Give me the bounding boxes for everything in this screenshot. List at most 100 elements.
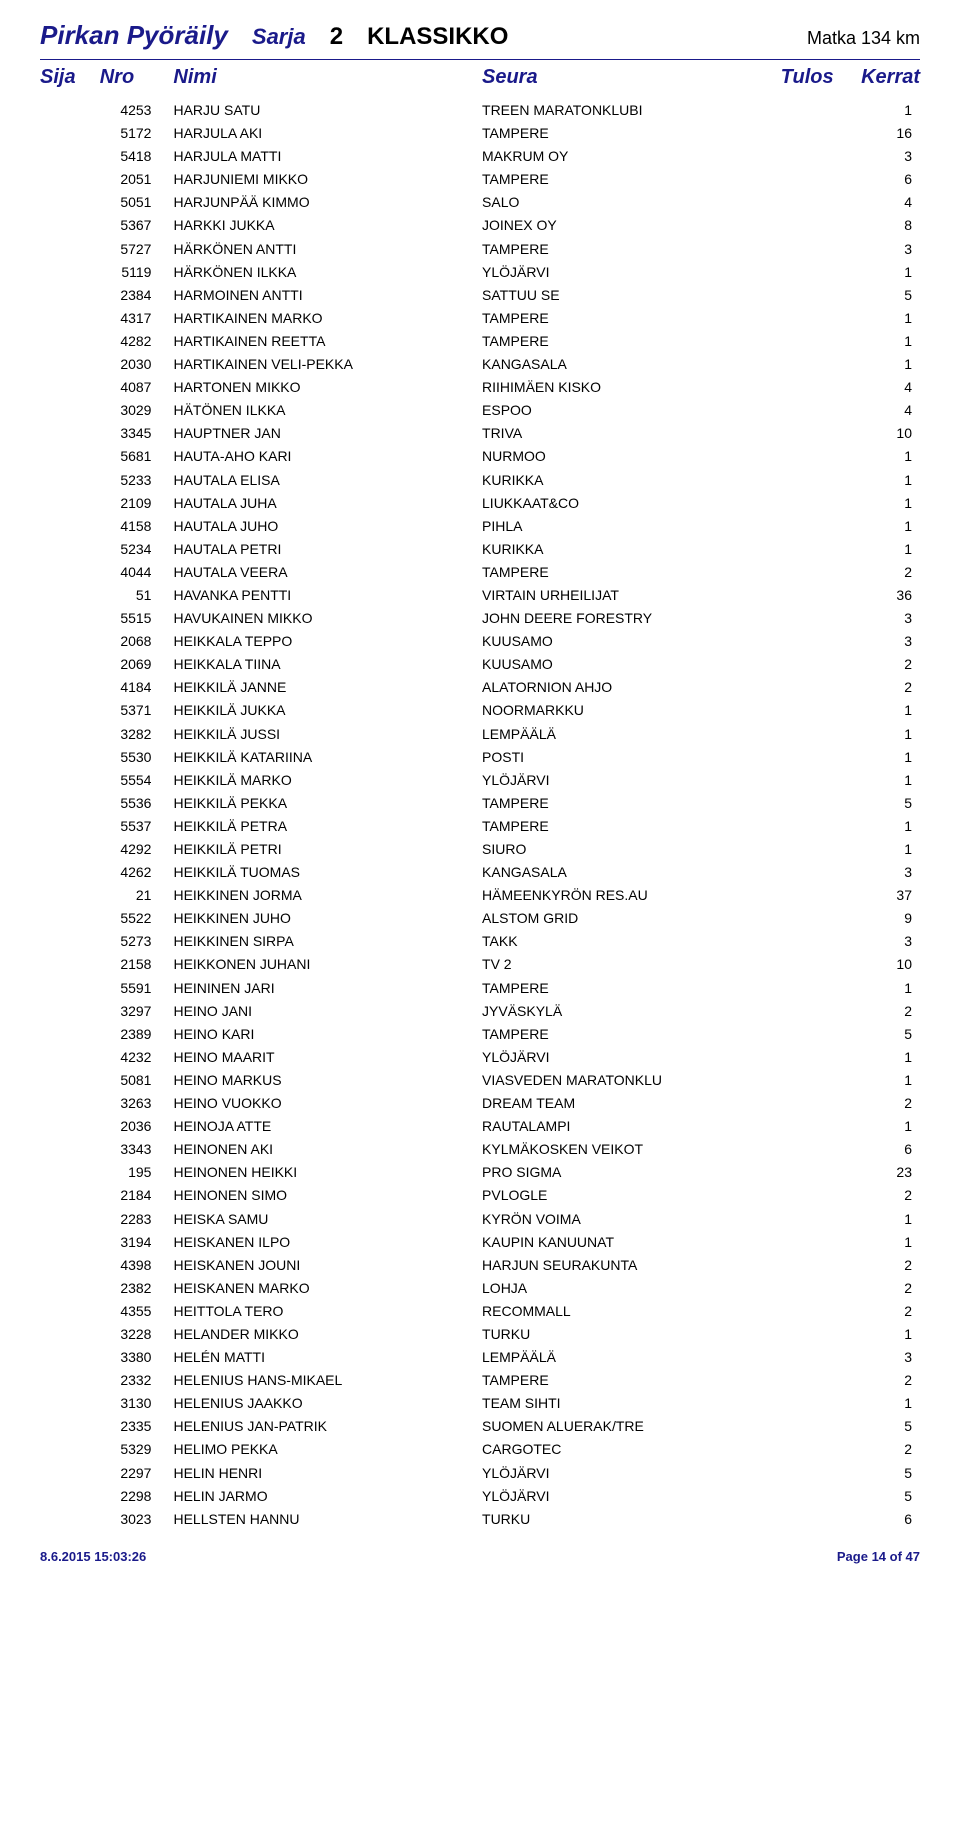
cell-nimi: HELIMO PEKKA (173, 1438, 482, 1461)
event-title: Pirkan Pyöräily (40, 20, 228, 51)
cell-nimi: HELÉN MATTI (173, 1346, 482, 1369)
cell-kerrat: 4 (850, 376, 920, 399)
cell-nimi: HAUTALA ELISA (173, 469, 482, 492)
cell-nimi: HEIKKALA TEPPO (173, 630, 482, 653)
cell-nimi: HEINO MAARIT (173, 1046, 482, 1069)
column-headers: Sija Nro Nimi Seura Tulos Kerrat (40, 66, 920, 89)
cell-kerrat: 3 (850, 930, 920, 953)
cell-kerrat: 2 (850, 1254, 920, 1277)
cell-tulos (781, 1208, 851, 1231)
cell-kerrat: 2 (850, 1438, 920, 1461)
table-row: 2036HEINOJA ATTERAUTALAMPI1 (40, 1115, 920, 1138)
cell-kerrat: 1 (850, 1115, 920, 1138)
cell-kerrat: 2 (850, 1184, 920, 1207)
cell-seura: CARGOTEC (482, 1438, 781, 1461)
cell-tulos (781, 769, 851, 792)
cell-seura: HÄMEENKYRÖN RES.AU (482, 884, 781, 907)
cell-sija (40, 1277, 100, 1300)
cell-seura: KUUSAMO (482, 653, 781, 676)
cell-seura: JOHN DEERE FORESTRY (482, 607, 781, 630)
cell-nimi: HEISKANEN ILPO (173, 1231, 482, 1254)
cell-sija (40, 723, 100, 746)
cell-sija (40, 699, 100, 722)
table-row: 3345HAUPTNER JANTRIVA10 (40, 422, 920, 445)
cell-tulos (781, 353, 851, 376)
cell-seura: TAMPERE (482, 168, 781, 191)
cell-seura: TAMPERE (482, 1369, 781, 1392)
table-row: 3029HÄTÖNEN ILKKAESPOO4 (40, 399, 920, 422)
cell-nimi: HEINO MARKUS (173, 1069, 482, 1092)
cell-nro: 3029 (100, 399, 174, 422)
cell-nro: 4398 (100, 1254, 174, 1277)
cell-seura: KYRÖN VOIMA (482, 1208, 781, 1231)
cell-sija (40, 445, 100, 468)
cell-nimi: HELIN JARMO (173, 1485, 482, 1508)
cell-kerrat: 1 (850, 977, 920, 1000)
cell-sija (40, 1231, 100, 1254)
cell-seura: JYVÄSKYLÄ (482, 1000, 781, 1023)
cell-nro: 4253 (100, 99, 174, 122)
table-row: 2297HELIN HENRIYLÖJÄRVI5 (40, 1462, 920, 1485)
cell-nro: 2335 (100, 1415, 174, 1438)
cell-nro: 51 (100, 584, 174, 607)
sarja-label: Sarja (252, 24, 306, 50)
cell-nro: 5515 (100, 607, 174, 630)
cell-nro: 2298 (100, 1485, 174, 1508)
cell-kerrat: 1 (850, 99, 920, 122)
matka-label: Matka 134 km (807, 28, 920, 49)
cell-kerrat: 3 (850, 607, 920, 630)
cell-seura: TRIVA (482, 422, 781, 445)
cell-sija (40, 376, 100, 399)
cell-tulos (781, 515, 851, 538)
header-kerrat: Kerrat (850, 66, 920, 89)
cell-kerrat: 6 (850, 1138, 920, 1161)
cell-nimi: HAUTALA PETRI (173, 538, 482, 561)
cell-nro: 2036 (100, 1115, 174, 1138)
cell-nimi: HEIKKINEN JORMA (173, 884, 482, 907)
cell-sija (40, 676, 100, 699)
cell-sija (40, 330, 100, 353)
cell-seura: KANGASALA (482, 353, 781, 376)
cell-sija (40, 1438, 100, 1461)
table-row: 5536HEIKKILÄ PEKKATAMPERE5 (40, 792, 920, 815)
cell-seura: TAMPERE (482, 561, 781, 584)
cell-sija (40, 469, 100, 492)
cell-sija (40, 1023, 100, 1046)
cell-tulos (781, 1415, 851, 1438)
cell-tulos (781, 1023, 851, 1046)
cell-tulos (781, 1231, 851, 1254)
cell-tulos (781, 1508, 851, 1531)
cell-seura: VIASVEDEN MARATONKLU (482, 1069, 781, 1092)
table-row: 5727HÄRKÖNEN ANTTITAMPERE3 (40, 238, 920, 261)
cell-kerrat: 3 (850, 861, 920, 884)
cell-nro: 3023 (100, 1508, 174, 1531)
cell-tulos (781, 261, 851, 284)
cell-sija (40, 214, 100, 237)
cell-tulos (781, 1069, 851, 1092)
table-row: 3194HEISKANEN ILPOKAUPIN KANUUNAT1 (40, 1231, 920, 1254)
table-row: 4317HARTIKAINEN MARKOTAMPERE1 (40, 307, 920, 330)
cell-sija (40, 953, 100, 976)
cell-nro: 5234 (100, 538, 174, 561)
cell-seura: DREAM TEAM (482, 1092, 781, 1115)
cell-kerrat: 1 (850, 445, 920, 468)
cell-seura: KAUPIN KANUUNAT (482, 1231, 781, 1254)
cell-nimi: HEIKKILÄ PETRI (173, 838, 482, 861)
cell-sija (40, 607, 100, 630)
cell-kerrat: 23 (850, 1161, 920, 1184)
cell-tulos (781, 1346, 851, 1369)
cell-seura: TAMPERE (482, 330, 781, 353)
cell-tulos (781, 792, 851, 815)
cell-sija (40, 422, 100, 445)
table-row: 5515HAVUKAINEN MIKKOJOHN DEERE FORESTRY3 (40, 607, 920, 630)
cell-nimi: HARJULA MATTI (173, 145, 482, 168)
cell-sija (40, 1115, 100, 1138)
cell-tulos (781, 538, 851, 561)
cell-nimi: HEISKA SAMU (173, 1208, 482, 1231)
cell-seura: TAMPERE (482, 1023, 781, 1046)
cell-sija (40, 769, 100, 792)
cell-nimi: HEINOJA ATTE (173, 1115, 482, 1138)
cell-nro: 5727 (100, 238, 174, 261)
cell-tulos (781, 723, 851, 746)
cell-nro: 2068 (100, 630, 174, 653)
